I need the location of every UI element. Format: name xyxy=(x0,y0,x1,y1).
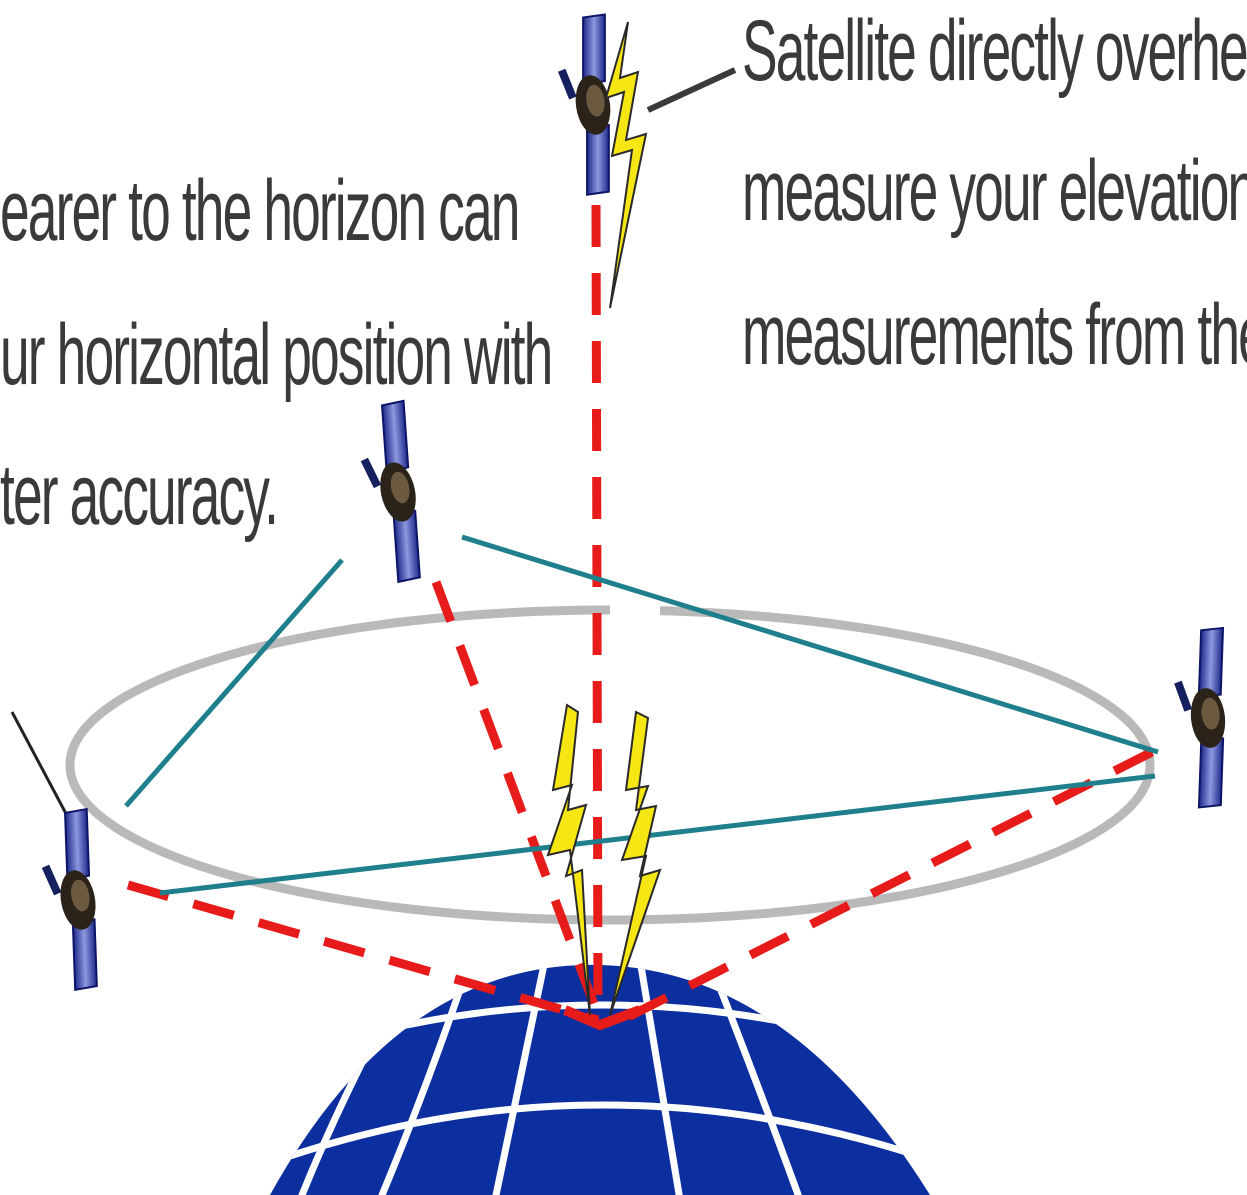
globe-icon xyxy=(270,964,930,1195)
connection-lines xyxy=(124,534,1159,896)
caption-right-line-2: measure your elevation, b xyxy=(742,143,1247,239)
orbit-ring xyxy=(65,605,1155,925)
satellite-icon xyxy=(549,13,631,198)
caption-left-line-1: earer to the horizon can xyxy=(0,163,520,259)
lightning-bolt-icon xyxy=(546,703,591,1016)
caption-right-line-3: measurements from the o xyxy=(742,287,1247,383)
measurement-line-right xyxy=(619,747,1155,1025)
caption-left-line-3: ter accuracy. xyxy=(0,447,279,543)
satellite-icon xyxy=(32,808,119,993)
caption-left-line-2: ur horizontal position with xyxy=(0,307,553,403)
satellite-icon xyxy=(1167,626,1243,810)
caption-right-line-1: Satellite directly overhead xyxy=(742,3,1247,99)
measurement-line-upper-left xyxy=(431,580,603,1017)
satellite-icon xyxy=(349,399,442,586)
leader-line-right xyxy=(646,67,737,113)
lightning-bolt-icon xyxy=(609,710,662,1016)
lightning-bolt-icon xyxy=(604,21,648,309)
measurement-lines xyxy=(126,204,1155,1025)
measurement-line-left xyxy=(126,880,600,1025)
